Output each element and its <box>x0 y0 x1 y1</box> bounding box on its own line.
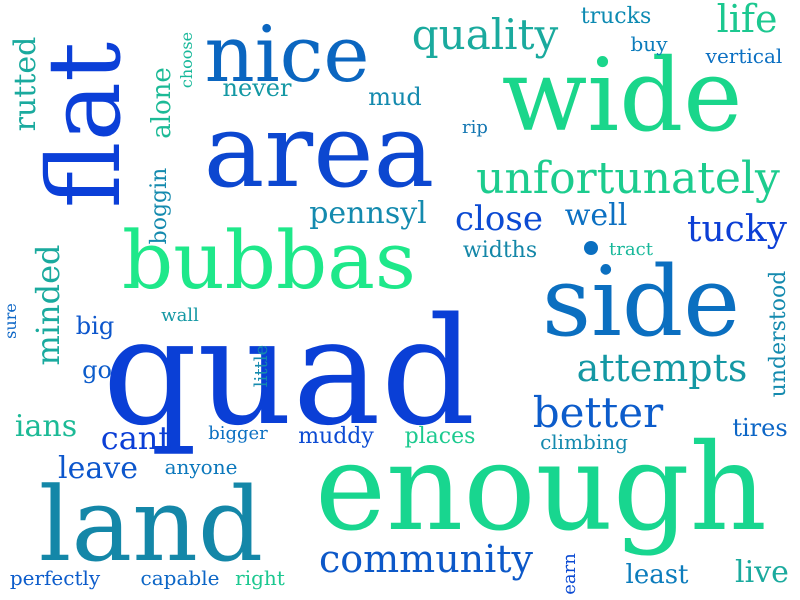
word-community: community <box>318 537 534 581</box>
word-never: never <box>222 74 292 102</box>
word-least: least <box>625 560 689 590</box>
word-anyone: anyone <box>164 455 238 479</box>
word-tucky: tucky <box>687 209 787 250</box>
word-buy: buy <box>630 32 668 56</box>
word-enough: enough <box>315 419 767 558</box>
word-muddy: muddy <box>298 424 374 449</box>
word-perfectly: perfectly <box>9 566 101 590</box>
word-life: life <box>716 0 778 41</box>
word-climbing: climbing <box>540 430 628 454</box>
word-minded: minded <box>29 244 67 366</box>
word-choose: choose <box>177 31 196 89</box>
word-widths: widths <box>462 238 538 263</box>
word-live: live <box>735 555 789 590</box>
word-little: little <box>251 344 272 388</box>
word-unfortunately: unfortunately <box>476 153 780 204</box>
word-pennsyl: pennsyl <box>309 196 427 231</box>
word-understood: understood <box>766 270 791 398</box>
word-leave: leave <box>58 451 138 486</box>
word-ians: ians <box>14 409 78 444</box>
dot-mark <box>584 241 598 255</box>
word-places: places <box>404 424 476 449</box>
word-land: land <box>38 466 264 585</box>
word-right: right <box>235 566 285 590</box>
word-wall: wall <box>161 305 199 326</box>
word-boggin: boggin <box>147 167 172 245</box>
word-nice: nice <box>204 10 370 100</box>
word-cant: cant <box>100 419 172 457</box>
word-tract: tract <box>609 239 653 260</box>
word-well: well <box>564 198 628 233</box>
word-wide: wide <box>501 37 743 154</box>
word-tires: tires <box>732 414 788 442</box>
word-trucks: trucks <box>580 4 652 29</box>
word-sure: sure <box>1 303 20 339</box>
word-go: go <box>82 356 112 384</box>
word-bigger: bigger <box>208 423 268 444</box>
word-side: side <box>541 246 741 358</box>
word-mud: mud <box>368 83 422 111</box>
word-area: area <box>203 92 435 211</box>
word-quality: quality <box>411 10 559 59</box>
word-quad: quad <box>102 286 476 458</box>
word-bubbas: bubbas <box>122 214 416 307</box>
word-rutted: rutted <box>8 36 43 132</box>
word-big: big <box>75 312 115 340</box>
word-vertical: vertical <box>705 44 783 68</box>
word-better: better <box>532 388 664 437</box>
word-close: close <box>455 199 543 239</box>
word-rip: rip <box>462 117 488 138</box>
word-earn: earn <box>559 553 580 595</box>
word-attempts: attempts <box>576 346 748 390</box>
word-capable: capable <box>140 566 220 590</box>
word-alone: alone <box>147 67 177 139</box>
word-flat: flat <box>26 41 143 209</box>
